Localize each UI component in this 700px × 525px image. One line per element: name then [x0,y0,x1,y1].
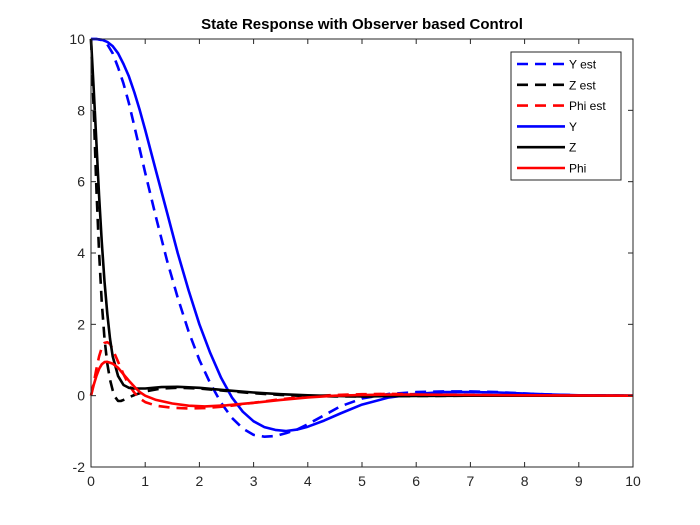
series-layer [89,37,634,439]
y-tick-label: 6 [77,174,85,190]
series-line-z-est [89,38,633,403]
x-tick-label: 7 [467,473,475,489]
x-tick-label: 4 [304,473,312,489]
legend-label: Y [569,120,577,134]
y-tick-label: 8 [77,102,85,118]
legend-box [510,51,622,181]
x-tick-label: 2 [196,473,204,489]
y-tick-label: 4 [77,245,85,261]
y-tick-label: 0 [77,388,85,404]
x-tick-label: 3 [250,473,258,489]
x-tick-label: 10 [625,473,641,489]
x-tick-label: 1 [141,473,149,489]
y-tick-label: 2 [77,316,85,332]
legend-label: Z est [569,78,596,92]
x-tick-label: 9 [575,473,583,489]
x-tick-label: 6 [412,473,420,489]
legend-label: Phi est [569,99,606,113]
y-tick-label: 10 [69,31,85,47]
x-tick-label: 5 [358,473,366,489]
legend-label: Phi [569,162,586,176]
series-line-phi [89,360,634,408]
chart-title: State Response with Observer based Contr… [201,16,523,33]
x-tick-label: 8 [521,473,529,489]
y-tick-label: -2 [73,459,86,475]
legend-label: Y est [569,58,597,72]
legend: Y est Z est Phi est YZ Phi [510,51,622,181]
x-tick-label: 0 [87,473,95,489]
legend-label: Z [569,141,576,155]
